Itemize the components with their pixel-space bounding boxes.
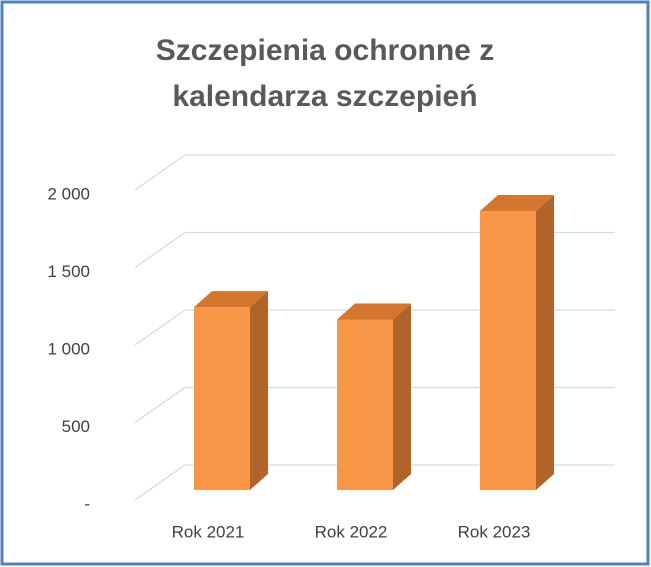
x-tick-label: Rok 2023 [458, 522, 531, 541]
grid-line [134, 154, 186, 191]
y-tick-label: 2 000 [47, 184, 90, 203]
bar-side [250, 291, 268, 490]
grid-line [134, 231, 186, 269]
bar-side [536, 195, 554, 490]
y-tick-label: - [84, 494, 90, 513]
grid-line [134, 464, 186, 501]
bar [194, 307, 250, 490]
x-tick-label: Rok 2022 [315, 522, 388, 541]
x-tick-label: Rok 2021 [172, 522, 245, 541]
bar-top [480, 195, 554, 211]
y-tick-label: 1 000 [47, 339, 90, 358]
bar [480, 211, 536, 490]
y-tick-label: 500 [62, 417, 90, 436]
y-tick-label: 1 500 [47, 262, 90, 281]
bar [337, 319, 393, 490]
grid-line [134, 386, 186, 424]
grid-line [134, 309, 186, 346]
bar-top [337, 303, 411, 320]
bar-side [393, 303, 411, 490]
chart-title: Szczepienia ochronne z kalendarza szczep… [155, 34, 495, 113]
bar-top [194, 291, 268, 308]
